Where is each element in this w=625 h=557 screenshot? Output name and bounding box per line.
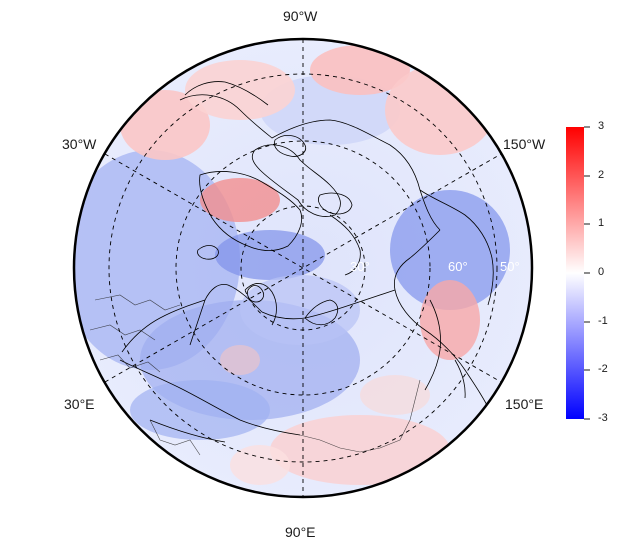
map-boundary <box>72 37 534 499</box>
colorbar-tick-label: 1 <box>598 217 605 229</box>
lon-label-90e: 90°E <box>285 524 316 540</box>
colorbar-tick-label: -3 <box>598 412 608 424</box>
borders <box>89 294 421 456</box>
colorbar-tick-label: 0 <box>598 266 605 278</box>
lon-label-90w: 90°W <box>283 8 318 24</box>
lon-label-150w: 150°W <box>503 136 546 152</box>
graticule <box>104 39 502 497</box>
lat-label-outer: 50° <box>500 259 520 274</box>
colorbar-ticks <box>584 126 590 420</box>
anomaly-field <box>74 39 532 497</box>
colorbar-tick-label: -2 <box>598 363 608 375</box>
lon-label-30e: 30°E <box>64 396 95 412</box>
coastlines <box>119 81 494 443</box>
lon-label-150e: 150°E <box>505 396 544 412</box>
colorbar-tick-label: -1 <box>598 315 608 327</box>
colorbar <box>566 127 584 419</box>
lon-label-30w: 30°W <box>62 136 97 152</box>
lat-label-middle: 60° <box>448 259 468 274</box>
colorbar-tick-label: 3 <box>598 120 605 132</box>
colorbar-tick-label: 2 <box>598 169 605 181</box>
lat-label-inner: 30° <box>350 259 370 274</box>
